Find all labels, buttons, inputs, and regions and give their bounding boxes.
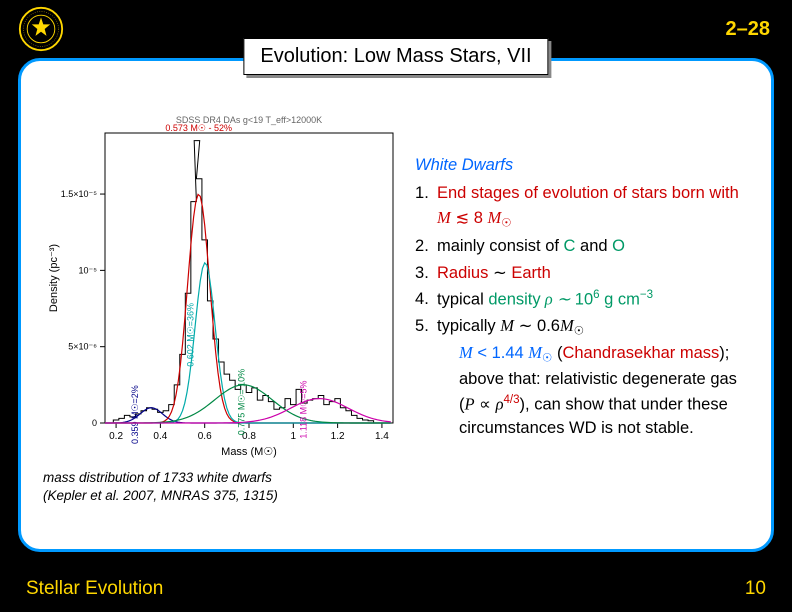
caption-line2: (Kepler et al. 2007, MNRAS 375, 1315) (43, 488, 278, 503)
svg-text:1.4: 1.4 (375, 431, 389, 442)
svg-text:1.118 M☉=5%: 1.118 M☉=5% (299, 380, 309, 438)
list-item-1: End stages of evolution of stars born wi… (415, 181, 749, 232)
svg-text:1: 1 (291, 431, 297, 442)
svg-text:0.602 M☉=36%: 0.602 M☉=36% (186, 303, 196, 367)
svg-text:0.359 M☉=2%: 0.359 M☉=2% (130, 385, 140, 444)
svg-text:1.5×10⁻⁵: 1.5×10⁻⁵ (61, 189, 98, 199)
chart-caption: mass distribution of 1733 white dwarfs (… (43, 469, 403, 505)
svg-text:1.2: 1.2 (331, 431, 345, 442)
svg-text:Density (pc⁻³): Density (pc⁻³) (48, 244, 60, 312)
svg-text:0.2: 0.2 (109, 431, 123, 442)
caption-line1: mass distribution of 1733 white dwarfs (43, 470, 272, 485)
list-item-2: mainly consist of C and O (415, 234, 749, 258)
content-heading: White Dwarfs (415, 153, 749, 177)
list-item-4: typical density ρ ∼ 106 g cm−3 (415, 287, 749, 312)
list-item-5-sub: M < 1.44 M☉ (Chandrasekhar mass); above … (437, 341, 749, 441)
svg-text:0.6: 0.6 (198, 431, 212, 442)
content-list: End stages of evolution of stars born wi… (415, 181, 749, 440)
slide-footer: Stellar Evolution 10 (0, 566, 792, 612)
slide-title: Evolution: Low Mass Stars, VII (243, 38, 548, 75)
list-item-3: Radius ∼ Earth (415, 261, 749, 285)
list-item-5: typically M ∼ 0.6M☉ M < 1.44 M☉ (Chandra… (415, 314, 749, 441)
footer-chapter: Stellar Evolution (26, 578, 163, 600)
svg-text:0.4: 0.4 (153, 431, 167, 442)
left-column: SDSS DR4 DAs g<19 T_eff>12000K0.20.40.60… (43, 91, 403, 531)
svg-text:10⁻⁵: 10⁻⁵ (79, 265, 98, 275)
svg-text:0.775 M☉= 10%: 0.775 M☉= 10% (237, 369, 247, 435)
footer-page: 10 (745, 578, 766, 600)
content-card: SDSS DR4 DAs g<19 T_eff>12000K0.20.40.60… (18, 58, 774, 552)
svg-text:0.573 M☉ - 52%: 0.573 M☉ - 52% (165, 123, 232, 133)
svg-text:0: 0 (92, 418, 97, 428)
university-seal-icon (18, 6, 64, 52)
svg-text:5×10⁻⁶: 5×10⁻⁶ (68, 342, 97, 352)
section-page-number: 2–28 (726, 18, 771, 41)
mass-distribution-chart: SDSS DR4 DAs g<19 T_eff>12000K0.20.40.60… (43, 111, 403, 461)
right-column: White Dwarfs End stages of evolution of … (415, 91, 749, 531)
svg-text:Mass (M☉): Mass (M☉) (221, 446, 277, 458)
